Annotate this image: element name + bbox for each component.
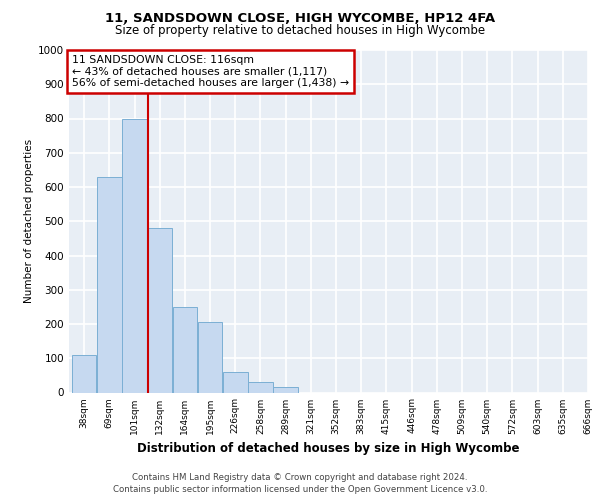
Text: Contains public sector information licensed under the Open Government Licence v3: Contains public sector information licen… <box>113 485 487 494</box>
Text: 11 SANDSDOWN CLOSE: 116sqm
← 43% of detached houses are smaller (1,117)
56% of s: 11 SANDSDOWN CLOSE: 116sqm ← 43% of deta… <box>71 55 349 88</box>
Bar <box>274 388 298 392</box>
Text: 11, SANDSDOWN CLOSE, HIGH WYCOMBE, HP12 4FA: 11, SANDSDOWN CLOSE, HIGH WYCOMBE, HP12 … <box>105 12 495 26</box>
Bar <box>173 307 197 392</box>
Text: Contains HM Land Registry data © Crown copyright and database right 2024.: Contains HM Land Registry data © Crown c… <box>132 472 468 482</box>
X-axis label: Distribution of detached houses by size in High Wycombe: Distribution of detached houses by size … <box>137 442 520 455</box>
Bar <box>122 118 147 392</box>
Bar <box>97 176 122 392</box>
Text: Size of property relative to detached houses in High Wycombe: Size of property relative to detached ho… <box>115 24 485 37</box>
Bar <box>223 372 248 392</box>
Bar <box>198 322 223 392</box>
Bar <box>148 228 172 392</box>
Bar <box>72 355 97 393</box>
Y-axis label: Number of detached properties: Number of detached properties <box>24 139 34 304</box>
Bar <box>248 382 272 392</box>
